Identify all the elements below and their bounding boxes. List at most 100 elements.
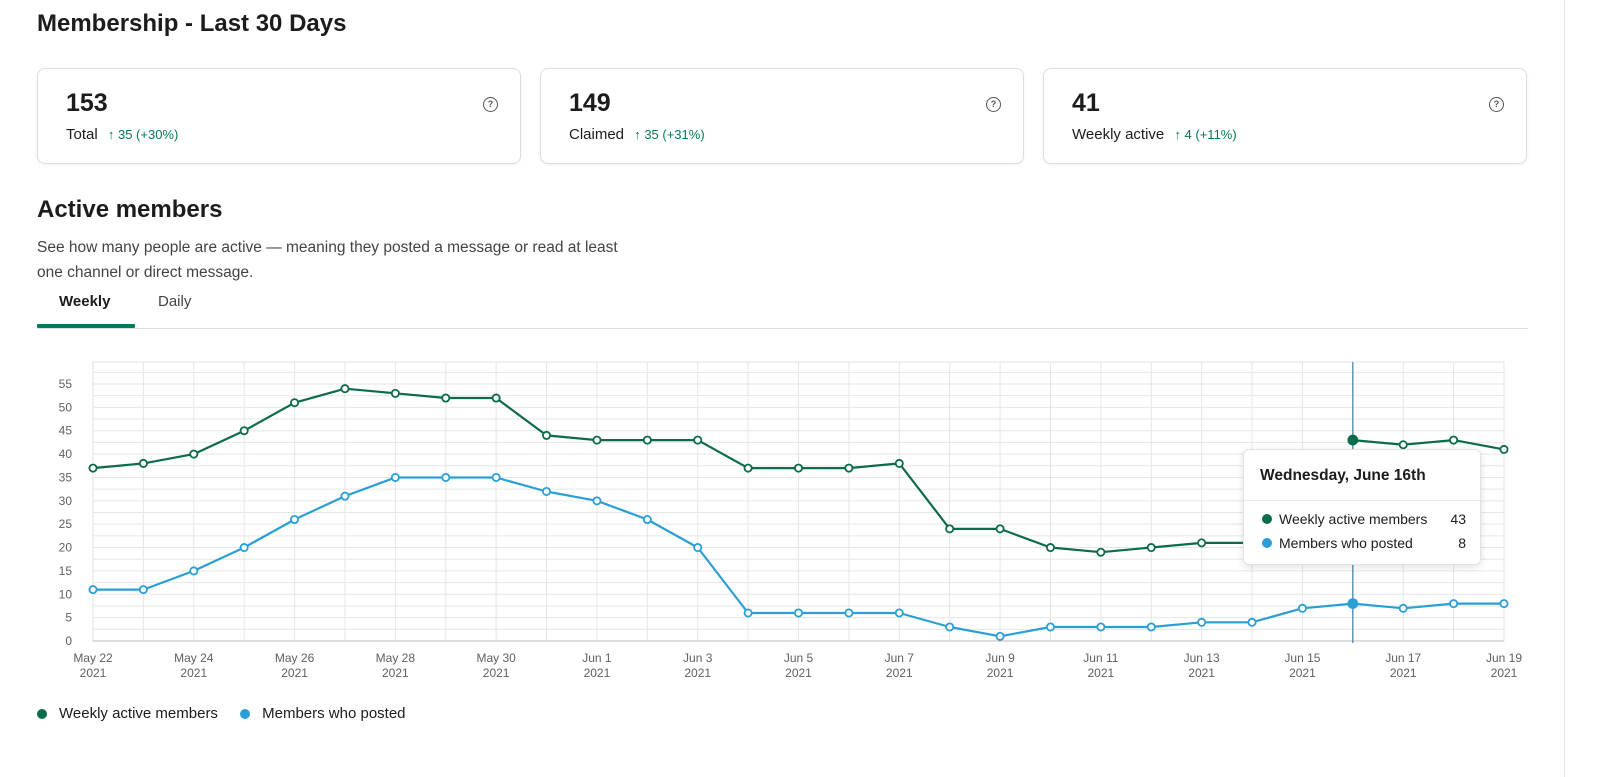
data-point	[88, 463, 98, 473]
data-point	[945, 524, 955, 534]
tooltip-value: 43	[1450, 511, 1466, 527]
x-tick-label: Jun 19	[1486, 651, 1522, 665]
page-edge-rule	[1564, 0, 1565, 777]
x-tick-label: Jun 1	[582, 651, 612, 665]
y-tick-label: 45	[59, 424, 73, 438]
section-description: See how many people are active — meaning…	[37, 239, 618, 281]
data-point	[239, 426, 249, 436]
data-point	[189, 566, 199, 576]
data-point	[390, 388, 400, 398]
y-tick-label: 15	[59, 564, 73, 578]
x-tick-label: Jun 17	[1385, 651, 1421, 665]
stat-card-claimed: 149 Claimed ↑ 35 (+31%) ?	[540, 68, 1024, 164]
data-point	[1197, 617, 1207, 627]
data-point	[894, 608, 904, 618]
x-tick-year: 2021	[180, 666, 207, 680]
x-tick-label: Jun 11	[1083, 651, 1118, 665]
data-point	[491, 472, 501, 482]
data-point	[390, 472, 400, 482]
data-point	[542, 486, 552, 496]
stat-label-row: Claimed ↑ 35 (+31%)	[569, 126, 705, 143]
x-tick-year: 2021	[1088, 666, 1115, 680]
tooltip-divider	[1244, 500, 1480, 501]
x-tick-year: 2021	[1390, 666, 1417, 680]
tooltip-title: Wednesday, June 16th	[1260, 467, 1426, 484]
x-tick-label: Jun 5	[784, 651, 814, 665]
x-tick-year: 2021	[785, 666, 812, 680]
stat-label: Claimed	[569, 126, 625, 143]
y-tick-label: 40	[59, 447, 73, 461]
series-line-weekly-active	[92, 387, 1505, 554]
tooltip-row-weekly: Weekly active members 43	[1262, 511, 1466, 527]
data-point	[340, 491, 350, 501]
data-point	[592, 435, 602, 445]
y-tick-label: 30	[59, 494, 73, 508]
x-tick-label: May 22	[73, 651, 113, 665]
stat-label: Weekly active	[1072, 126, 1165, 143]
tooltip-value: 8	[1458, 535, 1466, 551]
x-tick-year: 2021	[584, 666, 611, 680]
x-tick-label: May 28	[376, 651, 416, 665]
tab-selected-indicator	[37, 324, 135, 328]
stat-value: 153	[66, 89, 108, 117]
data-point	[239, 543, 249, 553]
data-point	[743, 608, 753, 618]
x-tick-year: 2021	[483, 666, 510, 680]
x-tick-year: 2021	[886, 666, 913, 680]
y-tick-label: 0	[65, 634, 72, 648]
question-circle-icon[interactable]: ?	[1489, 97, 1504, 112]
legend-item-weekly[interactable]: Weekly active members	[37, 705, 218, 722]
data-point	[693, 435, 703, 445]
data-point	[592, 496, 602, 506]
data-point	[290, 515, 300, 525]
data-point	[995, 631, 1005, 641]
stat-card-weekly-active: 41 Weekly active ↑ 4 (+11%) ?	[1043, 68, 1527, 164]
y-tick-label: 20	[59, 541, 73, 555]
stat-delta: ↑ 35 (+30%)	[107, 127, 179, 142]
x-tick-year: 2021	[281, 666, 308, 680]
data-point	[995, 524, 1005, 534]
data-point	[1096, 547, 1106, 557]
x-tick-year: 2021	[987, 666, 1014, 680]
stat-label-row: Total ↑ 35 (+30%)	[66, 126, 178, 143]
data-point	[794, 608, 804, 618]
data-point	[189, 449, 199, 459]
y-tick-label: 5	[65, 611, 72, 625]
stat-delta: ↑ 4 (+11%)	[1174, 127, 1237, 142]
legend-dot	[37, 708, 47, 719]
x-tick-year: 2021	[80, 666, 107, 680]
question-circle-icon[interactable]: ?	[986, 97, 1001, 112]
question-circle-icon[interactable]: ?	[483, 97, 498, 112]
data-point	[844, 463, 854, 473]
tab-daily[interactable]: Daily	[158, 293, 192, 310]
x-tick-year: 2021	[382, 666, 409, 680]
data-point	[491, 393, 501, 403]
data-point	[138, 458, 148, 468]
y-tick-label: 10	[59, 587, 73, 601]
y-tick-label: 50	[59, 400, 73, 414]
tab-weekly[interactable]: Weekly	[59, 293, 111, 310]
y-tick-label: 35	[59, 470, 73, 484]
legend-dot	[240, 708, 251, 719]
data-point	[441, 472, 451, 482]
x-tick-label: Jun 3	[683, 651, 713, 665]
data-point	[1045, 543, 1055, 553]
chart-tooltip: Wednesday, June 16th Weekly active membe…	[1243, 449, 1481, 565]
data-point	[894, 458, 904, 468]
legend-item-posted[interactable]: Members who posted	[240, 705, 406, 722]
data-point	[1499, 444, 1509, 454]
legend-label: Members who posted	[262, 705, 406, 722]
x-tick-label: May 30	[476, 651, 516, 665]
data-point	[642, 515, 652, 525]
x-tick-label: May 26	[275, 651, 315, 665]
page-title: Membership - Last 30 Days	[37, 10, 347, 37]
data-point	[1449, 599, 1459, 609]
data-point	[1398, 440, 1408, 450]
data-point	[642, 435, 652, 445]
x-tick-label: Jun 13	[1184, 651, 1220, 665]
data-point	[1197, 538, 1207, 548]
tooltip-dot	[1262, 514, 1272, 524]
x-tick-label: Jun 7	[885, 651, 915, 665]
x-tick-label: Jun 9	[985, 651, 1015, 665]
data-point	[1398, 603, 1408, 613]
